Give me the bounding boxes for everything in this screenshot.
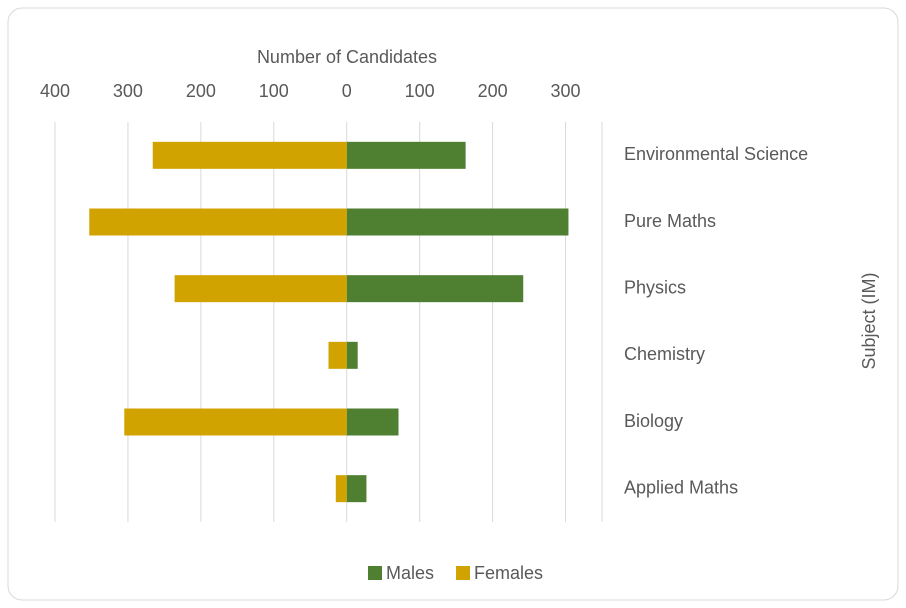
bar — [124, 408, 347, 436]
x-tick-label: 400 — [40, 81, 70, 101]
legend-label: Males — [386, 563, 434, 583]
x-tick-label: 100 — [405, 81, 435, 101]
legend-swatch — [368, 566, 382, 580]
category-label: Pure Maths — [624, 211, 716, 231]
category-label: Environmental Science — [624, 144, 808, 164]
x-tick-label: 300 — [551, 81, 581, 101]
bar — [335, 475, 347, 503]
x-tick-label: 300 — [113, 81, 143, 101]
category-label: Applied Maths — [624, 477, 738, 497]
bar — [152, 141, 347, 169]
bar — [346, 341, 358, 369]
bar — [346, 141, 466, 169]
legend-label: Females — [474, 563, 543, 583]
bar — [346, 208, 569, 236]
x-tick-label: 100 — [259, 81, 289, 101]
category-label: Biology — [624, 411, 683, 431]
category-label: Chemistry — [624, 344, 705, 364]
bar — [346, 475, 367, 503]
y-axis-title: Subject (IM) — [859, 272, 879, 369]
bar — [346, 275, 524, 303]
bar — [174, 275, 347, 303]
bar — [328, 341, 347, 369]
x-tick-label: 200 — [186, 81, 216, 101]
bar — [346, 408, 399, 436]
legend-swatch — [456, 566, 471, 580]
category-label: Physics — [624, 277, 686, 297]
x-tick-label: 200 — [478, 81, 508, 101]
x-axis-title: Number of Candidates — [257, 47, 437, 67]
x-tick-label: 0 — [342, 81, 352, 101]
bar — [89, 208, 347, 236]
